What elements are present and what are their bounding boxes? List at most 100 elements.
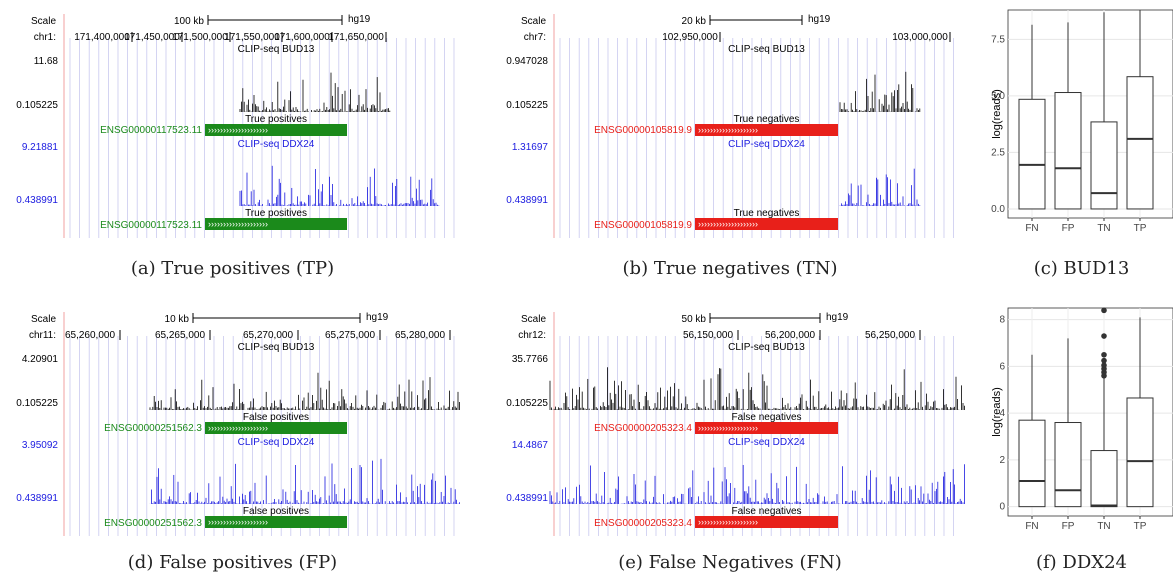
coordinate-tick-label: 171,650,000: [328, 32, 384, 43]
y-axis-label: log(reads): [991, 89, 1003, 139]
genome-label: hg19: [348, 14, 371, 25]
chrom-label: chr7:: [524, 32, 546, 43]
y-tick-label: 4: [999, 408, 1005, 419]
gene-name: ENSG00000205323.4: [594, 518, 692, 529]
track2-max: 1.31697: [512, 142, 549, 153]
scale-label: Scale: [521, 16, 546, 27]
outlier-point: [1101, 357, 1107, 364]
coordinate-tick-label: 56,150,000: [683, 330, 733, 341]
caption-a: (a) True positives (TP): [130, 258, 335, 279]
gene-name: ENSG00000205323.4: [594, 423, 692, 434]
box: [1126, 397, 1154, 508]
track2-max: 3.95092: [22, 440, 59, 451]
track1-min: 0.105225: [506, 100, 548, 111]
gene-track-label: True negatives: [734, 114, 800, 125]
chrom-label: chr11:: [29, 330, 56, 341]
genome-label: hg19: [826, 312, 849, 323]
gene-name: ENSG00000105819.9: [594, 220, 692, 231]
track1-min: 0.105225: [16, 398, 58, 409]
track2-min: 0.438991: [16, 195, 58, 206]
browser-panel-e: Scale 50 kb hg19 chr12: 56,150,000 56,200,000…: [506, 312, 965, 536]
box: [1054, 422, 1082, 508]
gene-track-label: False positives: [243, 412, 309, 423]
gene-feature: [205, 422, 347, 434]
gene-track-label: False negatives: [731, 506, 801, 517]
genome-label: hg19: [808, 14, 831, 25]
box: [1090, 450, 1118, 508]
outlier-point: [1101, 307, 1107, 314]
gene-strand-arrows: ››››››››››››››››››››: [208, 423, 268, 433]
gene-strand-arrows: ››››››››››››››››››››: [698, 517, 758, 527]
outlier-point: [1101, 333, 1107, 339]
track1-min: 0.105225: [506, 398, 548, 409]
coordinate-tick-label: 171,500,000: [172, 32, 228, 43]
track1-title: CLIP-seq BUD13: [238, 44, 315, 55]
scalebar-label: 50 kb: [682, 314, 707, 325]
gene-name: ENSG00000251562.3: [104, 423, 202, 434]
gene-strand-arrows: ››››››››››››››››››››: [698, 219, 758, 229]
gene-strand-arrows: ››››››››››››››››››››: [698, 423, 758, 433]
coordinate-tick-label: 65,275,000: [325, 330, 375, 341]
gene-name: ENSG00000251562.3: [104, 518, 202, 529]
track2-max: 14.4867: [512, 440, 549, 451]
track2-title: CLIP-seq DDX24: [728, 139, 805, 150]
coordinate-tick-label: 56,250,000: [865, 330, 915, 341]
coordinate-tick-label: 103,000,000: [892, 32, 948, 43]
track2-min: 0.438991: [506, 493, 548, 504]
scale-label: Scale: [521, 314, 546, 325]
gene-feature: [695, 516, 838, 528]
coordinate-tick-label: 102,950,000: [662, 32, 718, 43]
browser-panel-d: Scale 10 kb hg19 chr11: 65,260,000 65,265,000…: [16, 312, 460, 536]
gene-name: ENSG00000117523.11: [100, 220, 202, 231]
gene-feature: [695, 124, 838, 136]
coordinate-tick-label: 56,200,000: [765, 330, 815, 341]
track2-title: CLIP-seq DDX24: [238, 437, 315, 448]
x-tick-label: TP: [1134, 521, 1147, 532]
coordinate-tick-label: 65,280,000: [395, 330, 445, 341]
gene-feature: [205, 516, 347, 528]
gene-track-label: True positives: [245, 208, 307, 219]
track1-max: 11.68: [34, 56, 59, 67]
y-tick-label: 8: [999, 315, 1005, 326]
browser-panel-b: Scale 20 kb hg19 chr7: 102,950,000 103,000,00…: [506, 14, 955, 238]
track1-max: 35.7766: [512, 354, 549, 365]
gene-feature: [205, 124, 347, 136]
caption-d: (d) False positives (FP): [127, 552, 338, 573]
track1-title: CLIP-seq BUD13: [238, 342, 315, 353]
y-tick-label: 0.0: [991, 204, 1005, 215]
x-tick-label: FN: [1025, 521, 1038, 532]
gene-feature: [695, 218, 838, 230]
coordinate-tick-label: 171,600,000: [274, 32, 330, 43]
box: [1090, 121, 1118, 210]
x-tick-label: FP: [1062, 521, 1075, 532]
coordinate-tick-label: 171,550,000: [224, 32, 280, 43]
boxplot-ddx24: 0 2 4 6 8 FN FP TN TP log(reads): [991, 307, 1173, 532]
box: [1054, 92, 1082, 210]
browser-panel-a: Scale 100 kb hg19 chr1: 171,400,000171,450,0…: [16, 14, 455, 238]
scalebar-label: 10 kb: [165, 314, 190, 325]
x-tick-label: FN: [1025, 223, 1038, 234]
track2-max: 9.21881: [22, 142, 59, 153]
gene-strand-arrows: ››››››››››››››››››››: [208, 517, 268, 527]
gene-strand-arrows: ››››››››››››››››››››: [208, 125, 268, 135]
chrom-label: chr12:: [518, 330, 546, 341]
box: [1126, 76, 1154, 210]
outlier-point: [1101, 362, 1107, 369]
y-tick-label: 6: [999, 361, 1005, 372]
scale-label: Scale: [31, 314, 56, 325]
x-tick-label: TN: [1097, 521, 1110, 532]
boxplot-bud13: 0.0 2.5 5.0 7.5 FN FP TN TP log(reads): [991, 9, 1173, 234]
gene-feature: [695, 422, 838, 434]
caption-f: (f) DDX24: [1035, 552, 1127, 573]
track1-min: 0.105225: [16, 100, 58, 111]
scale-label: Scale: [31, 16, 56, 27]
coordinate-tick-label: 171,400,000: [74, 32, 130, 43]
track1-max: 4.20901: [22, 354, 59, 365]
caption-b: (b) True negatives (TN): [622, 258, 838, 279]
track2-min: 0.438991: [506, 195, 548, 206]
track2-title: CLIP-seq DDX24: [238, 139, 315, 150]
gene-track-label: False negatives: [731, 412, 801, 423]
coordinate-tick-label: 171,450,000: [124, 32, 180, 43]
gene-feature: [205, 218, 347, 230]
chrom-label: chr1:: [34, 32, 56, 43]
